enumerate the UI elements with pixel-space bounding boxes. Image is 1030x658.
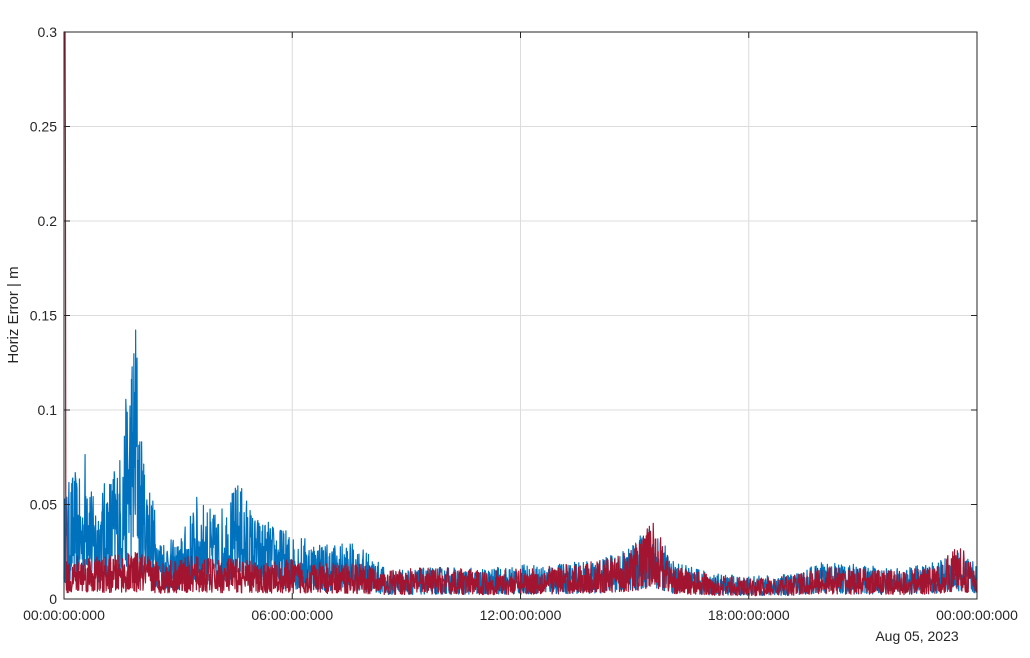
x-tick-label: 06:00:00:000: [251, 607, 333, 623]
y-tick-label: 0: [49, 591, 57, 607]
y-axis-label: Horiz Error | m: [5, 266, 22, 363]
series-layer: [63, 31, 978, 597]
axis-ticks: [63, 31, 978, 600]
date-label: Aug 05, 2023: [875, 628, 959, 644]
y-tick-label: 0.15: [30, 308, 57, 324]
y-tick-label: 0.3: [38, 24, 58, 40]
x-tick-label: 18:00:00:000: [708, 607, 790, 623]
axis-tick-labels: 0 0.05 0.1 0.15 0.2 0.25 0.3 00:00:00:000 06:00:…: [23, 24, 1018, 623]
series-line-2: [63, 31, 978, 597]
x-tick-label: 00:00:00:000: [23, 607, 105, 623]
y-tick-label: 0.1: [38, 402, 58, 418]
y-tick-label: 0.25: [30, 119, 57, 135]
grid: [63, 31, 978, 600]
y-tick-label: 0.2: [38, 213, 58, 229]
y-tick-label: 0.05: [30, 497, 57, 513]
x-tick-label: 12:00:00:000: [480, 607, 562, 623]
x-tick-label: 00:00:00:000: [936, 607, 1018, 623]
